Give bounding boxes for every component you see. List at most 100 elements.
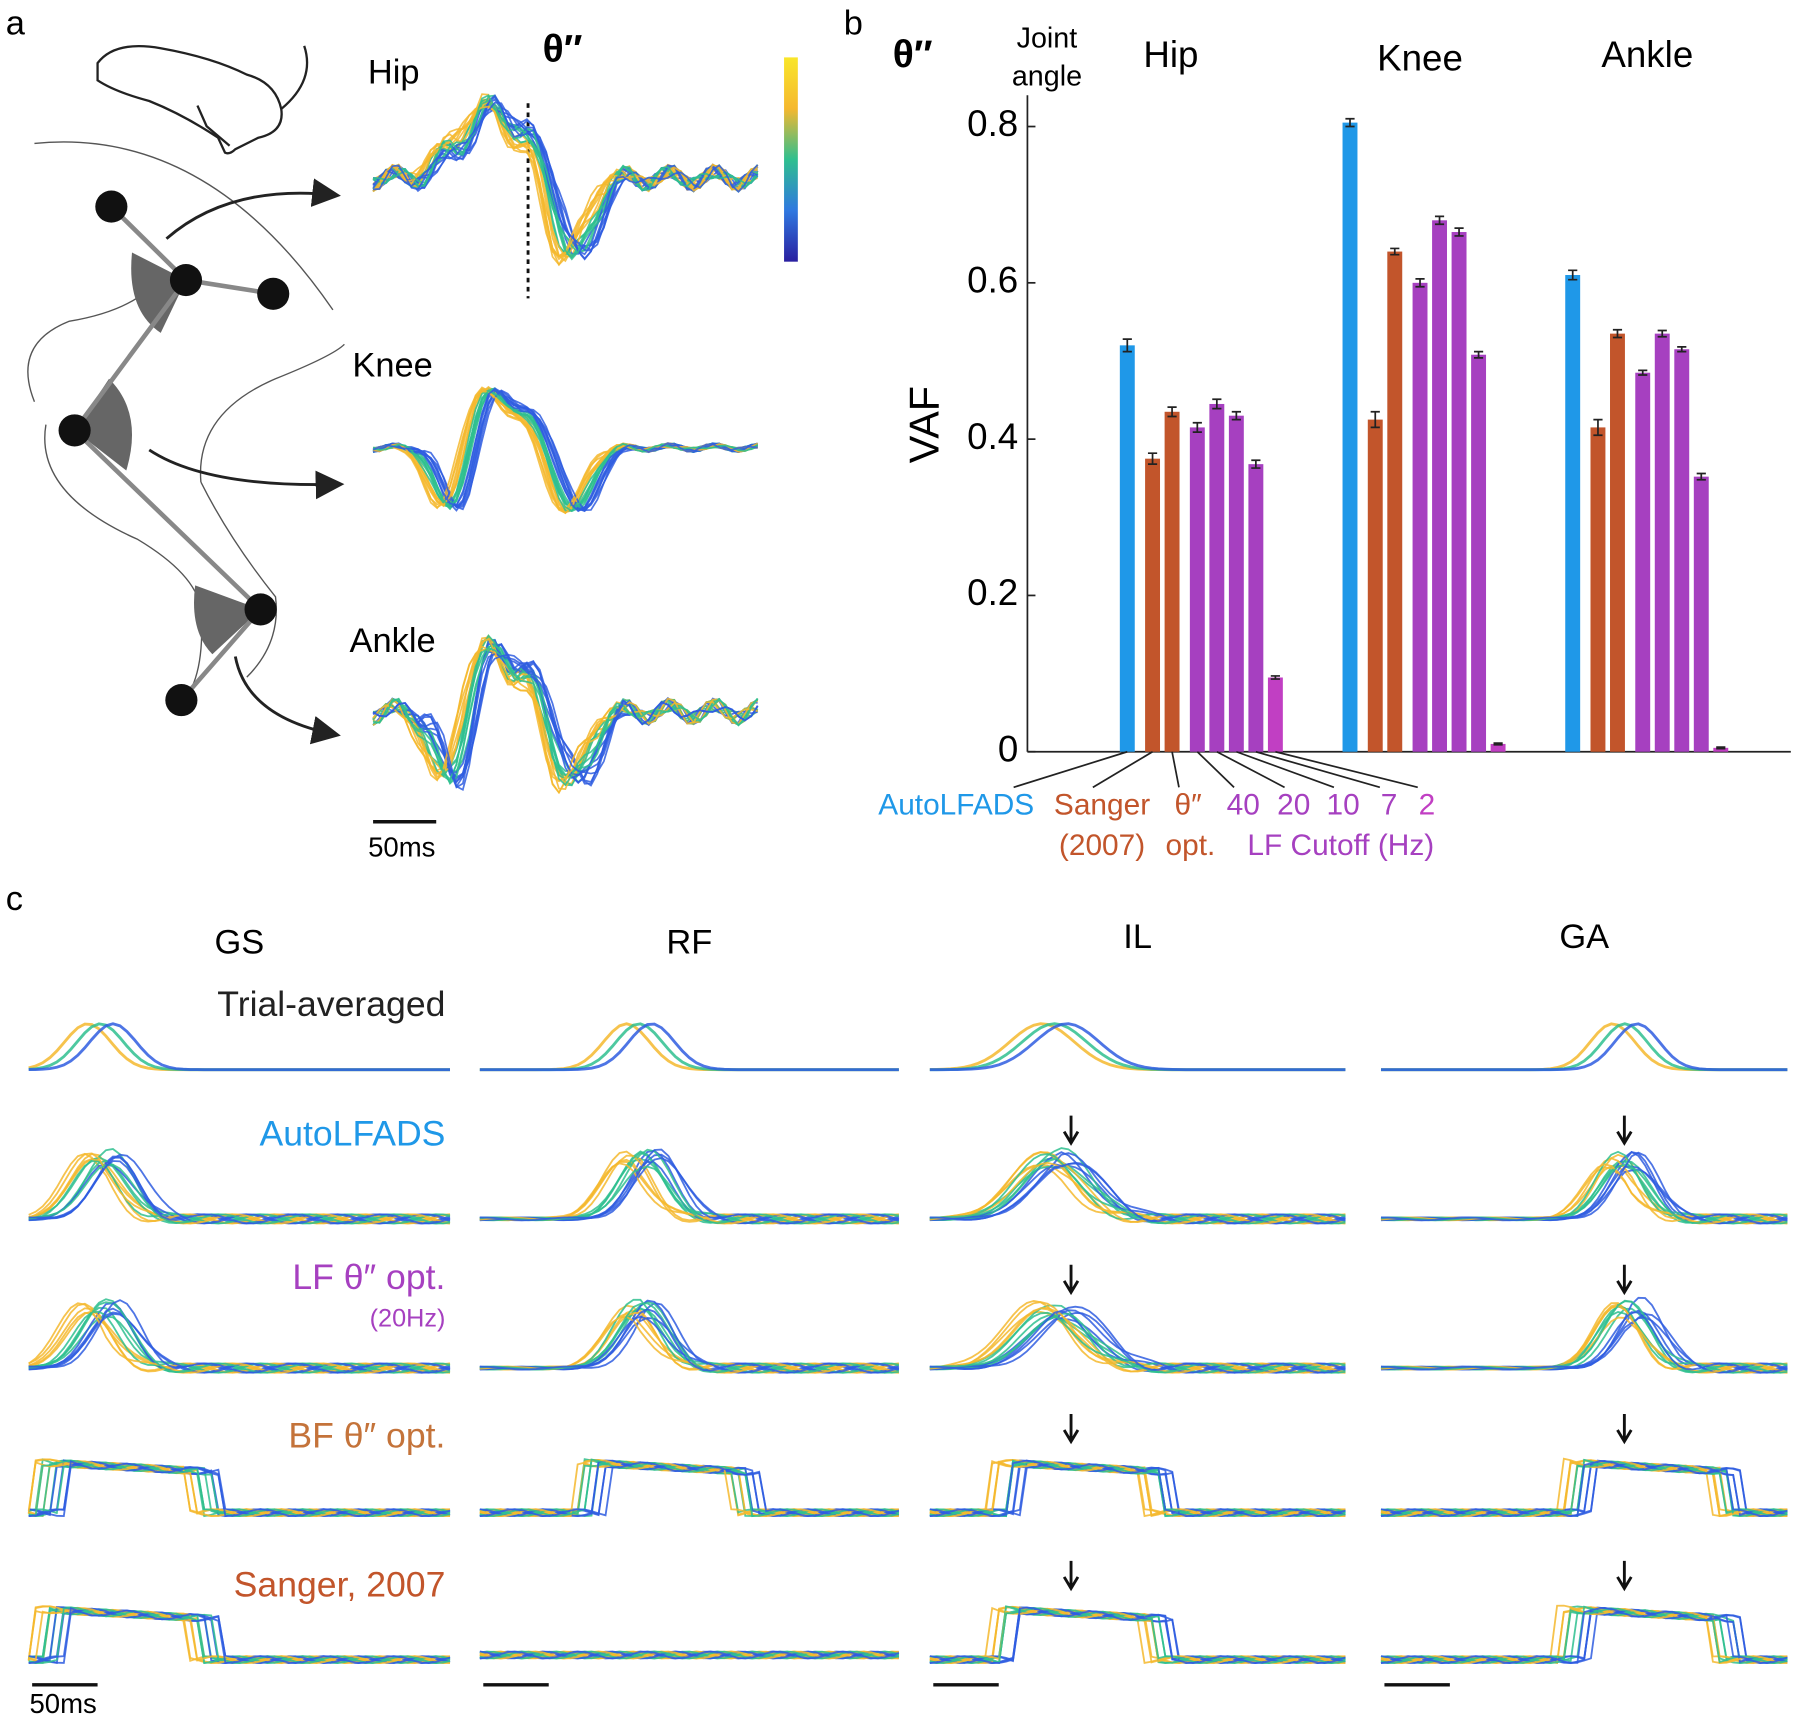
trace — [929, 1151, 1346, 1225]
trace — [372, 103, 759, 263]
trace — [28, 1607, 451, 1664]
trace-group — [1380, 1150, 1788, 1225]
trace — [373, 94, 759, 261]
legend-annotation: LF Cutoff (Hz) — [1247, 829, 1434, 862]
trace — [28, 1460, 451, 1518]
error-bar — [1147, 452, 1158, 466]
bar — [1209, 403, 1225, 752]
trace — [929, 1459, 1346, 1518]
scale-label: 50ms — [368, 832, 435, 863]
trace — [372, 390, 759, 515]
trace — [28, 1301, 451, 1374]
error-bar — [1192, 421, 1202, 433]
trace — [479, 1308, 900, 1374]
trace-group — [929, 1299, 1346, 1374]
trace — [479, 1022, 899, 1072]
bar — [1145, 458, 1161, 752]
trace — [479, 1461, 900, 1518]
legend-label: θ″ — [1175, 789, 1202, 822]
trace — [372, 637, 758, 783]
arrow — [1062, 1560, 1080, 1592]
category-label: Ankle — [1601, 34, 1693, 75]
rat-sketch — [96, 45, 309, 155]
y-axis-label: VAF — [901, 386, 947, 463]
bar — [1432, 220, 1448, 752]
y-tick-label: 0.8 — [967, 103, 1018, 144]
scale-label: 50ms — [29, 1688, 96, 1719]
trace-group — [479, 1458, 900, 1518]
y-tick-label: 0 — [998, 728, 1018, 769]
legend-label: AutoLFADS — [878, 789, 1034, 822]
row-label: Trial-averaged — [217, 984, 445, 1024]
error-bar — [1657, 329, 1667, 338]
error-bar — [1212, 398, 1222, 410]
bar — [1471, 354, 1487, 752]
arrow — [1062, 1264, 1080, 1296]
trace — [929, 1301, 1346, 1374]
bar — [1590, 427, 1606, 752]
arrow — [1062, 1413, 1080, 1445]
error-bar — [1167, 406, 1177, 418]
trace — [1380, 1304, 1788, 1374]
trace — [1380, 1151, 1788, 1225]
panel-label: b — [844, 4, 863, 42]
trace — [28, 1153, 451, 1225]
trace — [479, 1302, 899, 1374]
panel-label: c — [6, 880, 23, 918]
category-header: angle — [1012, 61, 1082, 93]
bar — [1693, 476, 1709, 752]
trace-group — [1380, 1022, 1788, 1072]
leader-line — [1092, 751, 1153, 789]
trace-group — [28, 1147, 451, 1225]
trace — [1380, 1163, 1788, 1225]
trace-group — [27, 1605, 451, 1665]
trace-group — [27, 1458, 451, 1518]
trace — [1380, 1299, 1788, 1374]
trace-group — [1380, 1296, 1788, 1374]
trace — [28, 1607, 451, 1664]
bar — [1610, 333, 1625, 752]
trace — [28, 1022, 451, 1072]
arrow — [1616, 1413, 1633, 1445]
bar — [1248, 464, 1264, 752]
trace-group — [1380, 1604, 1788, 1665]
error-bar — [1612, 328, 1623, 339]
error-bar — [1638, 369, 1648, 376]
bar — [1635, 372, 1651, 752]
column-label: IL — [1123, 918, 1152, 956]
trace — [28, 1163, 451, 1225]
legend-label: 20 — [1277, 789, 1310, 822]
error-bar — [1568, 269, 1578, 281]
trace — [929, 1161, 1346, 1225]
trace — [929, 1606, 1346, 1664]
trace — [372, 388, 758, 513]
y-tick-label: 0.6 — [967, 260, 1018, 301]
trace — [28, 1299, 451, 1374]
trace — [479, 1022, 899, 1072]
trace-group — [929, 1147, 1346, 1225]
trace-group — [929, 1458, 1346, 1518]
row-label: Hip — [368, 54, 420, 92]
trace-group — [372, 385, 759, 515]
error-bar — [1493, 742, 1503, 746]
legend-label: 10 — [1327, 789, 1360, 822]
leader-line — [1013, 750, 1128, 789]
trace — [28, 1461, 451, 1518]
trace — [929, 1022, 1346, 1072]
trace — [479, 1459, 900, 1518]
bar — [1228, 415, 1244, 752]
leader-line — [1255, 750, 1381, 789]
trace — [1380, 1460, 1788, 1518]
trace-group — [28, 1298, 451, 1374]
trace — [28, 1022, 451, 1072]
error-bar — [1473, 350, 1484, 359]
trace — [1380, 1303, 1788, 1374]
trace — [1380, 1461, 1788, 1518]
trace — [929, 1162, 1346, 1225]
trace — [929, 1311, 1346, 1374]
bar — [1451, 232, 1467, 752]
leader-line — [1171, 751, 1180, 788]
category-label: Hip — [1143, 34, 1198, 75]
legend-annotation: (2007) — [1059, 829, 1145, 862]
